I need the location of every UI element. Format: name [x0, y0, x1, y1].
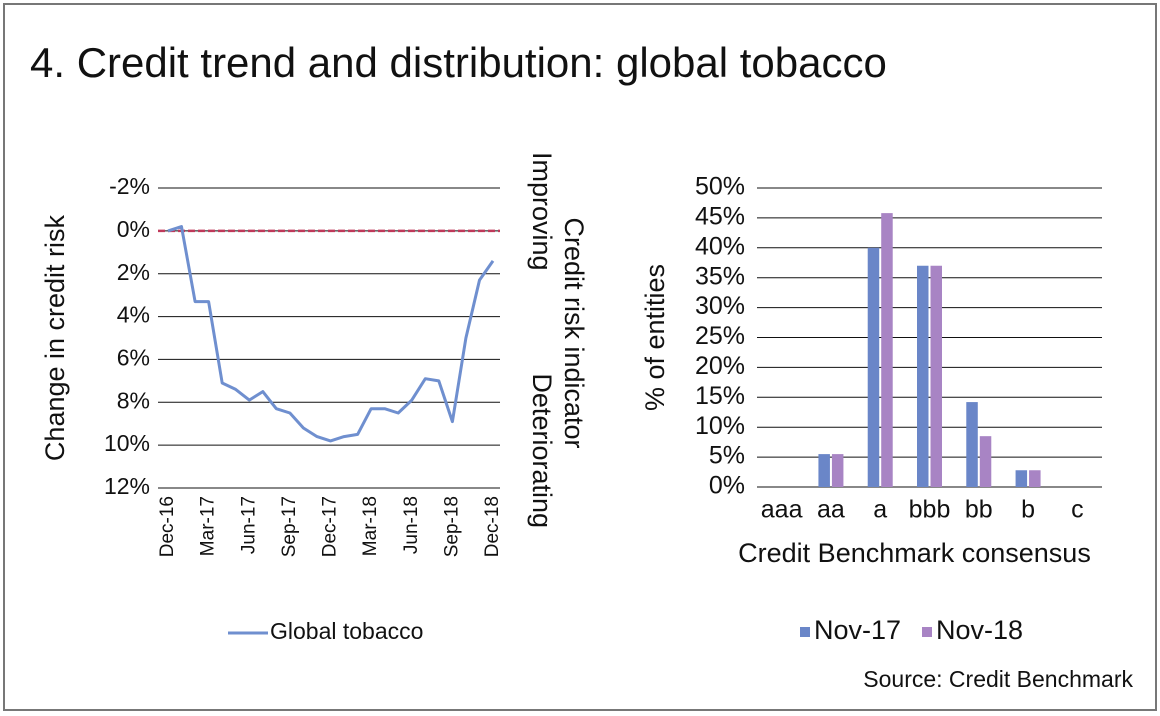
legend-label: Global tobacco — [270, 618, 423, 644]
bar — [930, 265, 942, 487]
bar — [966, 402, 978, 487]
bar — [1029, 470, 1041, 487]
y-tick-label: 5% — [709, 442, 745, 470]
legend-swatch — [922, 627, 932, 637]
y-tick-label: -2% — [109, 173, 150, 199]
x-tick-label: a — [873, 496, 887, 524]
y-tick-label: 45% — [695, 203, 745, 231]
legend-swatch — [800, 627, 810, 637]
bar — [831, 454, 844, 487]
bar — [917, 265, 929, 487]
annotation: Improving — [527, 152, 557, 271]
legend-label: Nov-17 — [814, 615, 901, 645]
y-tick-label: 25% — [695, 322, 745, 350]
x-tick-label: bbb — [909, 496, 951, 524]
bar — [1015, 470, 1028, 487]
y-axis-title: Change in credit risk — [40, 214, 70, 461]
x-tick-label: c — [1071, 496, 1084, 524]
x-axis-title: Credit Benchmark consensus — [738, 538, 1091, 568]
x-tick-label: aa — [817, 496, 845, 524]
y-axis-title: % of entities — [640, 264, 670, 411]
annotation: Deteriorating — [527, 373, 557, 528]
bar — [979, 436, 992, 487]
x-tick-label: Dec-18 — [482, 496, 503, 557]
source: Source: Credit Benchmark — [863, 666, 1133, 692]
y-tick-label: 2% — [117, 259, 150, 285]
x-tick-label: Jun-18 — [401, 496, 422, 554]
y-tick-label: 35% — [695, 262, 745, 290]
y-tick-label: 10% — [695, 412, 745, 440]
bar — [881, 213, 893, 487]
y-tick-label: 0% — [709, 472, 745, 500]
y-tick-label: 4% — [117, 302, 150, 328]
y-tick-label: 12% — [104, 473, 150, 499]
y-tick-label: 8% — [117, 387, 150, 413]
x-tick-label: Mar-17 — [198, 496, 219, 556]
y-tick-label: 6% — [117, 345, 150, 371]
x-tick-label: Sep-18 — [441, 496, 462, 557]
page-title: 4. Credit trend and distribution: global… — [30, 39, 887, 86]
x-tick-label: b — [1021, 496, 1035, 524]
bar — [818, 454, 830, 487]
line-series — [167, 225, 495, 443]
x-tick-label: Dec-17 — [320, 496, 341, 557]
x-tick-label: Mar-18 — [360, 496, 381, 556]
y2-axis-title: Credit risk indicator — [559, 217, 589, 448]
y-tick-label: 20% — [695, 352, 745, 380]
x-tick-label: aaa — [761, 496, 803, 524]
x-tick-label: Jun-17 — [238, 496, 259, 554]
y-tick-label: 50% — [695, 173, 745, 201]
x-tick-label: bb — [965, 496, 993, 524]
y-tick-label: 10% — [104, 430, 150, 456]
y-tick-label: 0% — [117, 216, 150, 242]
y-tick-label: 15% — [695, 382, 745, 410]
x-tick-label: Sep-17 — [279, 496, 300, 557]
frame — [3, 3, 1157, 711]
y-tick-label: 40% — [695, 232, 745, 260]
bar — [867, 247, 880, 487]
legend-label: Nov-18 — [936, 615, 1023, 645]
y-tick-label: 30% — [695, 292, 745, 320]
x-tick-label: Dec-16 — [157, 496, 178, 557]
